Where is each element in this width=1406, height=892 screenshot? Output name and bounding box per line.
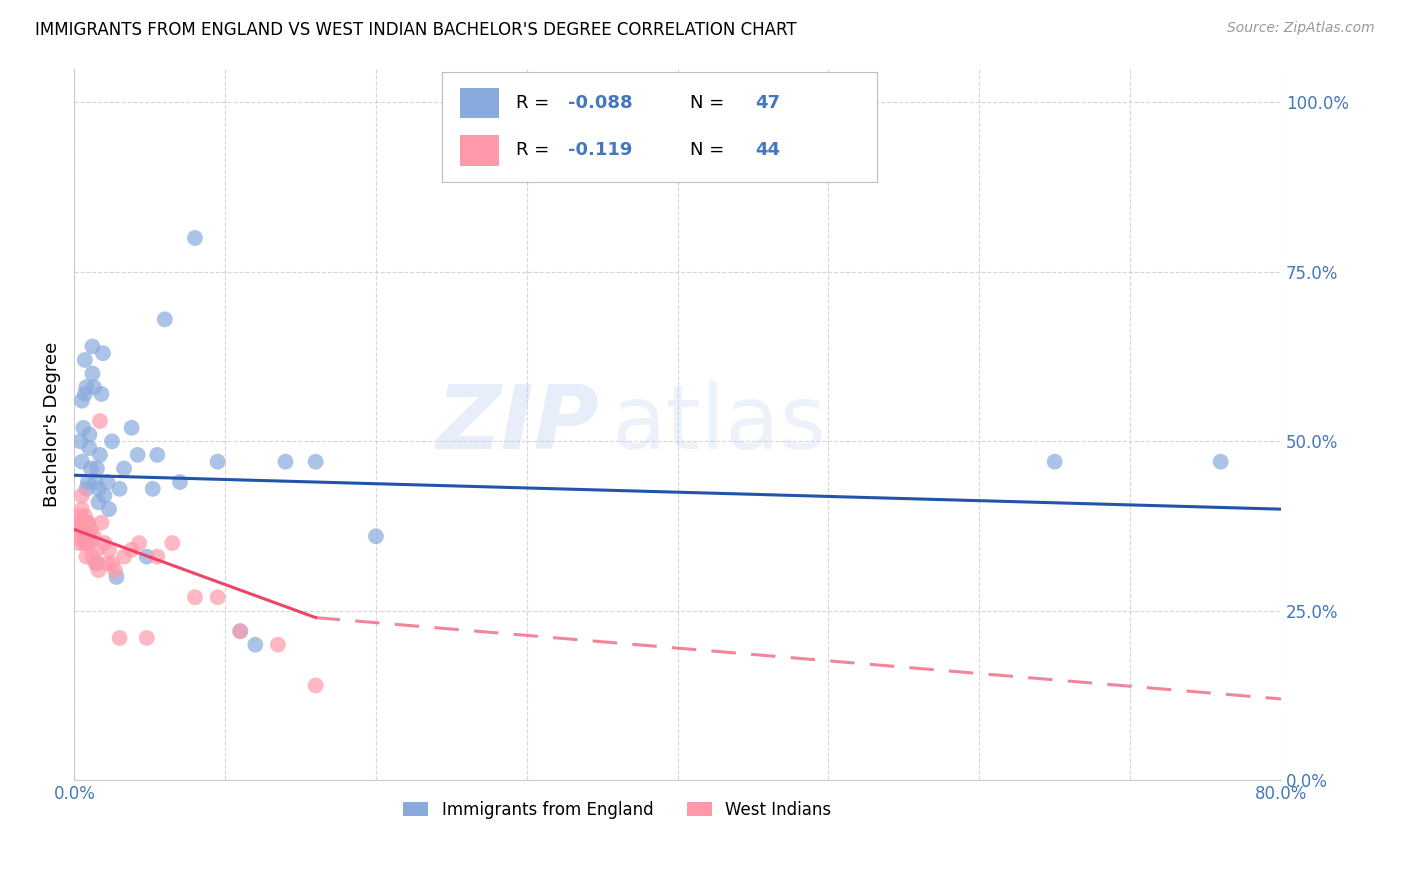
- Point: [304, 678, 326, 692]
- Point: [87, 482, 110, 496]
- Point: [86, 557, 108, 571]
- Point: [72, 523, 94, 537]
- Point: [105, 570, 128, 584]
- Point: [70, 516, 93, 530]
- Point: [128, 536, 150, 550]
- Point: [66, 516, 89, 530]
- Point: [73, 508, 96, 523]
- Point: [79, 529, 101, 543]
- Point: [104, 563, 127, 577]
- Point: [77, 516, 100, 530]
- Point: [101, 557, 124, 571]
- Point: [146, 549, 169, 564]
- Text: ZIP: ZIP: [436, 381, 599, 468]
- Text: IMMIGRANTS FROM ENGLAND VS WEST INDIAN BACHELOR'S DEGREE CORRELATION CHART: IMMIGRANTS FROM ENGLAND VS WEST INDIAN B…: [35, 21, 797, 38]
- Point: [112, 549, 135, 564]
- Point: [70, 489, 93, 503]
- Point: [77, 475, 100, 489]
- Point: [84, 557, 107, 571]
- Point: [75, 482, 97, 496]
- Point: [80, 461, 103, 475]
- Point: [90, 387, 112, 401]
- Point: [153, 312, 176, 326]
- Point: [84, 475, 107, 489]
- Point: [121, 421, 143, 435]
- Point: [89, 448, 111, 462]
- Point: [184, 591, 207, 605]
- Point: [79, 441, 101, 455]
- Point: [72, 536, 94, 550]
- Point: [69, 434, 91, 449]
- Point: [229, 624, 252, 639]
- Point: [169, 475, 191, 489]
- Point: [96, 475, 118, 489]
- Point: [207, 455, 229, 469]
- Point: [73, 529, 96, 543]
- Point: [93, 489, 115, 503]
- Point: [108, 482, 131, 496]
- Point: [75, 536, 97, 550]
- Point: [98, 542, 121, 557]
- Point: [207, 591, 229, 605]
- Point: [79, 536, 101, 550]
- Point: [72, 421, 94, 435]
- Point: [70, 393, 93, 408]
- Point: [90, 516, 112, 530]
- Point: [80, 523, 103, 537]
- Point: [69, 529, 91, 543]
- Point: [82, 549, 104, 564]
- Point: [83, 380, 105, 394]
- Text: atlas: atlas: [612, 381, 827, 468]
- Point: [87, 495, 110, 509]
- Point: [69, 508, 91, 523]
- Point: [82, 339, 104, 353]
- Point: [67, 536, 90, 550]
- Point: [67, 523, 90, 537]
- Point: [229, 624, 252, 639]
- Point: [83, 529, 105, 543]
- Point: [79, 427, 101, 442]
- Point: [77, 516, 100, 530]
- Point: [73, 387, 96, 401]
- Point: [101, 434, 124, 449]
- Point: [77, 523, 100, 537]
- Point: [304, 455, 326, 469]
- Point: [96, 557, 118, 571]
- Point: [146, 448, 169, 462]
- Point: [75, 516, 97, 530]
- Point: [73, 353, 96, 368]
- Point: [75, 549, 97, 564]
- Point: [135, 549, 157, 564]
- Point: [142, 482, 165, 496]
- Point: [1209, 455, 1232, 469]
- Point: [267, 638, 290, 652]
- Point: [112, 461, 135, 475]
- Legend: Immigrants from England, West Indians: Immigrants from England, West Indians: [396, 794, 838, 825]
- Y-axis label: Bachelor's Degree: Bachelor's Degree: [44, 342, 60, 507]
- Point: [274, 455, 297, 469]
- Point: [127, 448, 149, 462]
- Point: [98, 502, 121, 516]
- Point: [82, 367, 104, 381]
- Point: [75, 380, 97, 394]
- Point: [121, 542, 143, 557]
- Point: [89, 414, 111, 428]
- Point: [70, 455, 93, 469]
- Point: [108, 631, 131, 645]
- Point: [245, 638, 267, 652]
- Point: [86, 542, 108, 557]
- Point: [93, 536, 115, 550]
- Point: [86, 461, 108, 475]
- Point: [135, 631, 157, 645]
- Point: [1043, 455, 1066, 469]
- Point: [162, 536, 184, 550]
- Point: [184, 231, 207, 245]
- Point: [70, 502, 93, 516]
- Point: [87, 563, 110, 577]
- Point: [364, 529, 387, 543]
- Point: [91, 346, 114, 360]
- Text: Source: ZipAtlas.com: Source: ZipAtlas.com: [1227, 21, 1375, 35]
